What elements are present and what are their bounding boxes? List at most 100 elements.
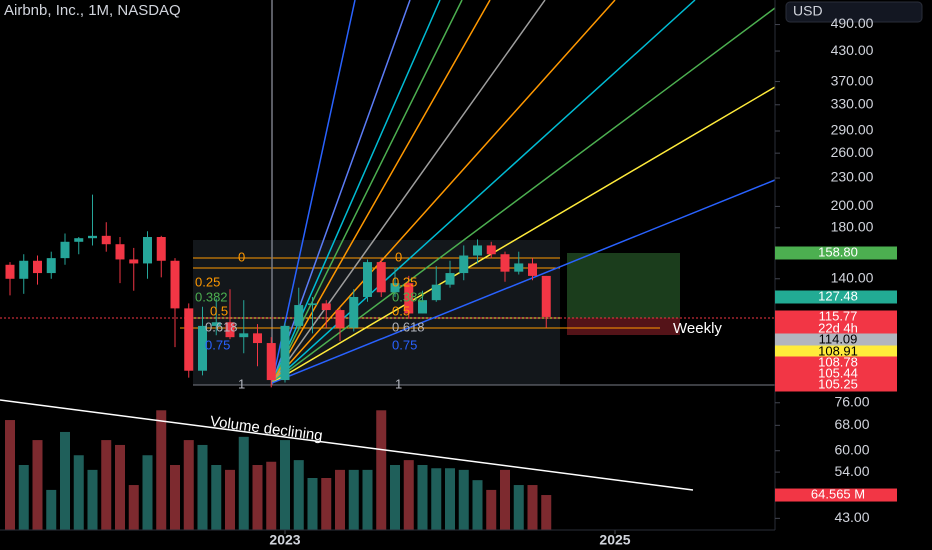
- fan-line: [271, 0, 616, 384]
- volume-bar: [115, 444, 125, 530]
- volume-bar: [390, 465, 400, 530]
- price-tag: [775, 246, 897, 260]
- volume-bar: [197, 444, 208, 530]
- candle-body: [459, 255, 469, 274]
- candle-body: [514, 263, 524, 272]
- candle-body: [225, 322, 235, 338]
- price-tag-label: 158.80: [818, 244, 858, 259]
- candle-body: [280, 325, 290, 381]
- volume-bar: [417, 465, 428, 530]
- volume-bar: [458, 469, 469, 530]
- candle-body: [184, 308, 194, 371]
- volume-bar: [5, 420, 15, 530]
- candle-body: [170, 260, 180, 309]
- price-tag: [775, 333, 897, 347]
- candle-body: [418, 300, 427, 314]
- candle-body: [88, 235, 97, 239]
- volume-bar: [238, 436, 249, 530]
- volume-tag-label: 64.565 M: [811, 486, 865, 501]
- candle-body: [33, 260, 42, 274]
- y-tick-label: 140.00: [831, 269, 874, 285]
- target-zone: [567, 253, 680, 318]
- y-tick-label: 430.00: [831, 42, 874, 58]
- fib-label: 0.25: [195, 274, 220, 289]
- candle-body: [198, 325, 207, 371]
- volume-bar: [128, 485, 139, 530]
- currency-button[interactable]: [785, 1, 923, 23]
- candle-body: [445, 273, 455, 285]
- annotation: Weekly: [673, 320, 722, 337]
- volume-bar: [307, 478, 318, 530]
- y-tick-label: 43.00: [834, 509, 869, 525]
- volume-bar: [348, 469, 359, 530]
- candle-body: [253, 333, 262, 344]
- stop-zone: [567, 318, 680, 335]
- fan-line: [271, 86, 776, 384]
- fan-line: [271, 0, 546, 384]
- candle-body: [390, 283, 400, 293]
- price-axis: [775, 0, 932, 550]
- candle-body: [5, 264, 15, 279]
- candle-body: [528, 263, 537, 276]
- volume-bar: [486, 489, 497, 530]
- fib-box: [193, 240, 560, 385]
- price-tag-label: 108.91: [818, 343, 858, 358]
- price-tag: [775, 322, 897, 336]
- fib-label: 0.75: [392, 337, 417, 352]
- volume-bar: [225, 469, 235, 530]
- fib-label: 0: [238, 249, 245, 264]
- volume-bar: [513, 485, 524, 530]
- volume-bar: [376, 410, 387, 530]
- volume-bar: [280, 440, 290, 530]
- volume-bar: [321, 478, 332, 530]
- volume-trend-line: [0, 399, 694, 491]
- price-tag-label: 105.44: [818, 365, 858, 380]
- volume-bar: [73, 455, 84, 530]
- y-tick-label: 54.00: [834, 463, 869, 479]
- volume-bar: [266, 461, 277, 530]
- fib-label: 0.5: [392, 303, 410, 318]
- price-tag: [775, 345, 897, 359]
- candle-body: [500, 254, 510, 272]
- volume-bar: [183, 440, 194, 530]
- price-tag-label: 108.78: [818, 354, 858, 369]
- volume-bar: [527, 485, 538, 530]
- fib-label: 0.75: [205, 337, 230, 352]
- volume-bar: [335, 469, 345, 530]
- volume-bar: [170, 465, 180, 530]
- candle-body: [46, 258, 56, 274]
- y-tick-label: 330.00: [831, 95, 874, 111]
- fib-label: 0.618: [392, 319, 425, 334]
- fib-labels: 0 0.25 0.382 0.5 0.618 0.75 1 0 0.25 0.3…: [195, 249, 425, 391]
- price-tag-label: 22d 4h: [818, 320, 858, 335]
- y-tick-label: 490.00: [831, 15, 874, 31]
- candle-body: [404, 283, 414, 314]
- price-tag-label: 114.09: [819, 331, 858, 346]
- fan-line: [271, 0, 491, 384]
- y-tick-label: 230.00: [831, 169, 874, 185]
- candle-body: [349, 296, 359, 328]
- y-tick-label: 68.00: [834, 416, 869, 432]
- fan-line: [271, 0, 463, 384]
- price-tag-label: 105.25: [818, 376, 858, 391]
- x-tick-label: 2023: [269, 532, 300, 548]
- y-tick-label: 370.00: [831, 72, 874, 88]
- volume-bar: [46, 489, 57, 530]
- volume-bar: [60, 431, 70, 530]
- volume-bar: [142, 455, 153, 530]
- volume-bar: [252, 465, 263, 530]
- candle-body: [266, 343, 276, 381]
- fib-label: 1: [238, 376, 245, 391]
- volume-bar: [445, 468, 455, 530]
- candle-body: [335, 310, 345, 328]
- volume-bar: [403, 460, 414, 530]
- volume-bar: [472, 480, 483, 530]
- y-tick-label: 60.00: [834, 441, 869, 457]
- volume-bar: [211, 465, 222, 530]
- fib-label: 0.382: [392, 289, 425, 304]
- candle-body: [541, 275, 551, 317]
- volume-tag: [775, 488, 897, 502]
- candle-body: [211, 322, 221, 326]
- candle-body: [308, 303, 317, 306]
